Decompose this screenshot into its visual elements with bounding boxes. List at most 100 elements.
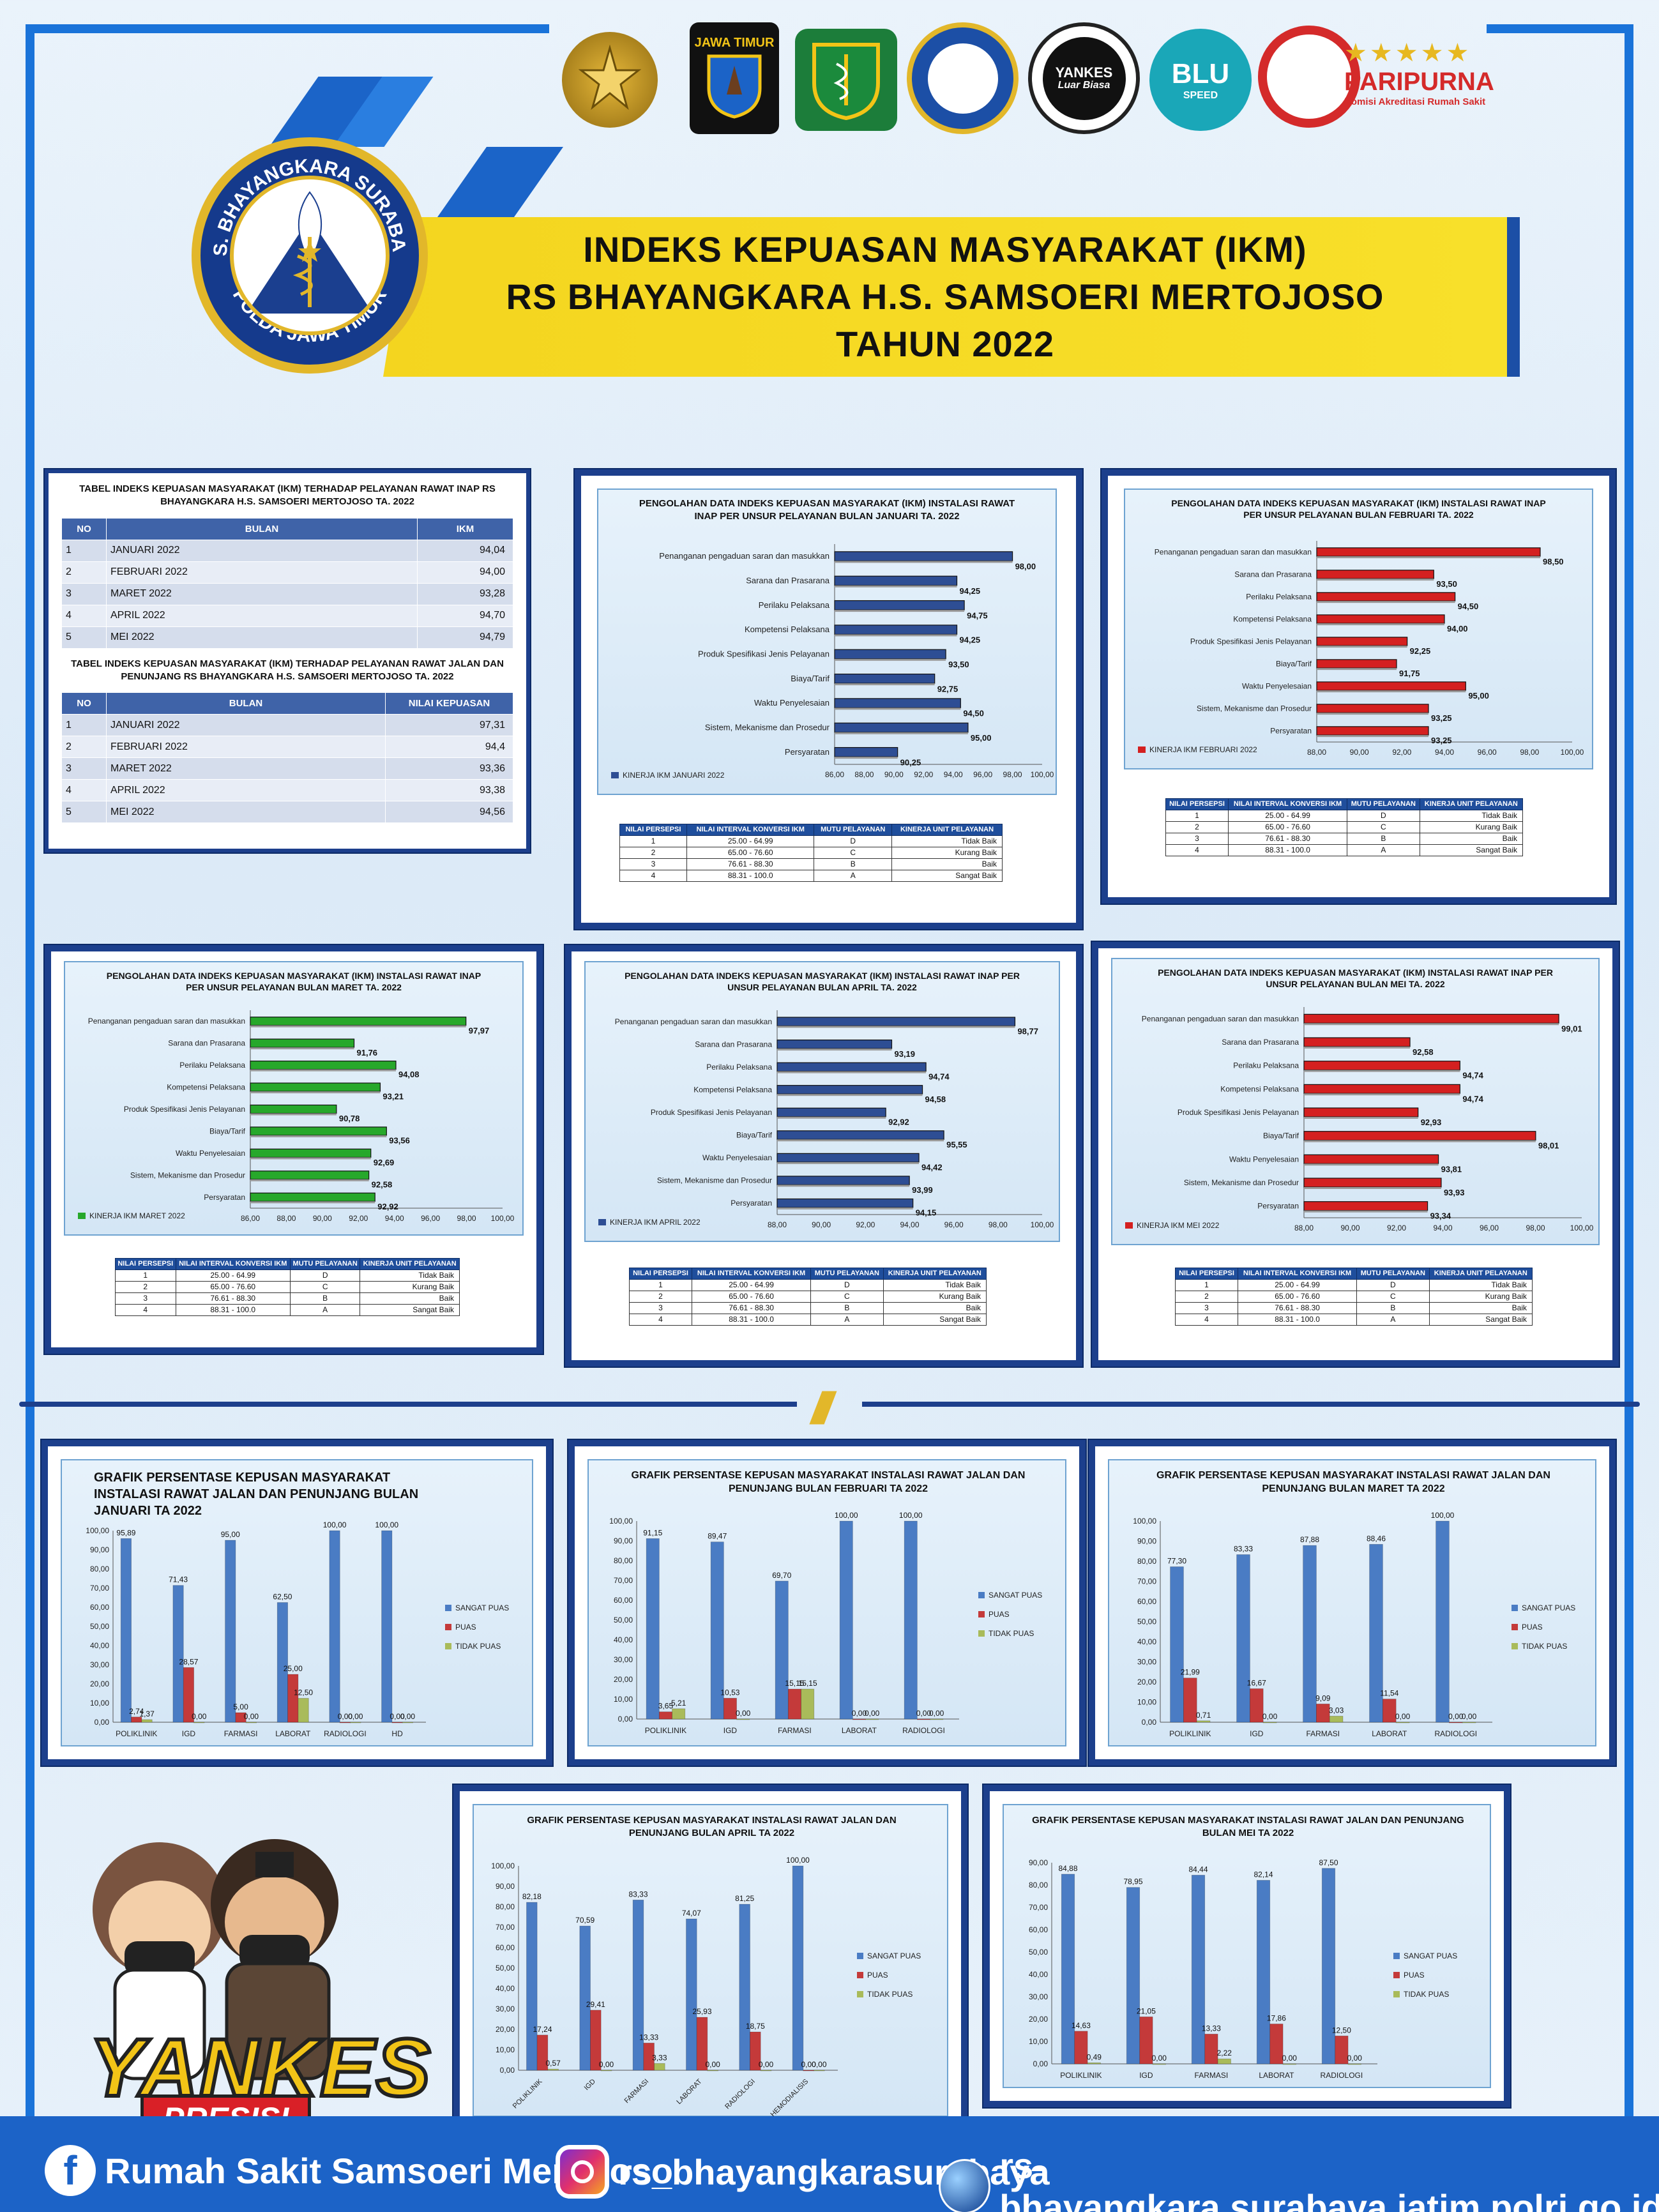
table-row: NILAI PERSEPSI NILAI INTERVAL KONVERSI IK… xyxy=(628,1268,987,1280)
ikm-table-panel: TABEL INDEKS KEPUASAN MASYARAKAT (IKM) T… xyxy=(45,469,530,852)
bar xyxy=(1316,547,1541,557)
bar xyxy=(402,1722,413,1723)
footer-website[interactable]: rs-bhayangkara.surabaya.jatim.polri.go.i… xyxy=(939,2145,1659,2212)
frame-right xyxy=(1625,24,1633,2170)
bar-shadow xyxy=(777,1049,892,1051)
bar-value-label: 95,00 xyxy=(221,1530,240,1539)
bar xyxy=(1303,1061,1460,1071)
chart-area: GRAFIK PERSENTASE KEPUSAN MASYARAKAT INS… xyxy=(61,1459,533,1746)
bar xyxy=(1303,1013,1559,1024)
bar xyxy=(1436,1520,1450,1723)
table-header: BULAN xyxy=(106,692,386,715)
y-tick-label: 20,00 xyxy=(614,1675,633,1684)
bar-value-label: 94,58 xyxy=(925,1095,946,1104)
legend-label: TIDAK PUAS xyxy=(989,1629,1034,1638)
bar-value-label: 93,56 xyxy=(389,1136,410,1146)
x-tick-label: 100,00 xyxy=(1570,1223,1594,1232)
x-tick-label: 100,00 xyxy=(1031,1220,1054,1229)
chart-title: GRAFIK PERSENTASE KEPUSAN MASYARAKAT INS… xyxy=(1032,1815,1464,1838)
bar xyxy=(930,1718,944,1720)
category-label: FARMASI xyxy=(778,1726,812,1735)
table-cell: Tidak Baik xyxy=(1428,1278,1533,1291)
category-label: Sarana dan Prasarana xyxy=(1234,570,1312,579)
legend-label: KINERJA IKM FEBRUARI 2022 xyxy=(1149,745,1257,754)
bar-value-label: 95,55 xyxy=(946,1140,967,1149)
bar-value-label: 100,00 xyxy=(835,1511,858,1520)
chart-area: PENGOLAHAN DATA INDEKS KEPUASAN MASYARAK… xyxy=(64,961,524,1236)
category-label: IGD xyxy=(1139,2071,1153,2080)
table-cell: Baik xyxy=(883,1301,987,1314)
bar xyxy=(225,1540,236,1723)
y-tick-label: 60,00 xyxy=(614,1596,633,1605)
legend-label: SANGAT PUAS xyxy=(455,1603,509,1612)
table-cell: 4 xyxy=(1165,844,1229,856)
table-cell: 76.61 - 88.30 xyxy=(1238,1301,1358,1314)
table-cell: 1 xyxy=(1174,1278,1239,1291)
category-label: RADIOLOGI xyxy=(1321,2071,1363,2080)
table-cell: 94,56 xyxy=(385,801,513,823)
bar xyxy=(235,1712,246,1723)
bar-shadow xyxy=(1317,735,1428,738)
category-label: Sarana dan Prasarana xyxy=(1222,1038,1299,1047)
category-label: Perilaku Pelaksana xyxy=(1233,1061,1299,1070)
y-tick-label: 80,00 xyxy=(90,1564,109,1573)
legend-swatch xyxy=(1393,1953,1400,1959)
table-header: MUTU PELAYANAN xyxy=(289,1258,361,1270)
x-tick-label: 90,00 xyxy=(1340,1223,1360,1232)
bar xyxy=(120,1538,132,1723)
category-label: Sistem, Mekanisme dan Prosedur xyxy=(130,1170,245,1179)
bar-value-label: 10,53 xyxy=(720,1688,739,1697)
chart-title: GRAFIK PERSENTASE KEPUSAN MASYARAKAT INS… xyxy=(94,1471,419,1518)
table-cell: 1 xyxy=(61,539,107,562)
table-row: NILAI PERSEPSI NILAI INTERVAL KONVERSI IK… xyxy=(619,824,1003,836)
category-label: Kompetensi Pelaksana xyxy=(745,625,830,634)
y-tick-label: 70,00 xyxy=(1029,1903,1048,1912)
bar-value-label: 0,00 xyxy=(400,1712,416,1721)
table-row: 4 88.31 - 100.0 A Sangat Baik xyxy=(1165,844,1524,856)
table-cell: Baik xyxy=(1428,1301,1533,1314)
title-line-1: INDEKS KEPUASAN MASYARAKAT (IKM) xyxy=(583,229,1307,269)
table-cell: 25.00 - 64.99 xyxy=(686,835,815,847)
table-cell: 4 xyxy=(628,1313,693,1326)
bar xyxy=(787,1688,801,1720)
bar xyxy=(686,1918,697,2071)
rj-januari-panel: GRAFIK PERSENTASE KEPUSAN MASYARAKAT INS… xyxy=(42,1440,552,1766)
y-tick-label: 50,00 xyxy=(496,1964,515,1973)
ikm-maret-panel: PENGOLAHAN DATA INDEKS KEPUASAN MASYARAK… xyxy=(45,945,543,1354)
table-cell: Sangat Baik xyxy=(883,1313,987,1326)
table-row: 3 76.61 - 88.30 B Baik xyxy=(628,1301,987,1314)
x-tick-label: 88,00 xyxy=(768,1220,787,1229)
table-row: 1 25.00 - 64.99 D Tidak Baik xyxy=(1165,809,1524,822)
y-tick-label: 20,00 xyxy=(1137,1678,1156,1686)
table-cell: FEBRUARI 2022 xyxy=(106,736,386,758)
table-cell: A xyxy=(1356,1313,1430,1326)
category-label: Persyaratan xyxy=(785,747,830,757)
table-header: BULAN xyxy=(106,517,418,540)
legend-swatch xyxy=(611,772,619,778)
bar xyxy=(579,1925,591,2071)
bar-value-label: 14,63 xyxy=(1072,2021,1091,2030)
table-row: 1 25.00 - 64.99 D Tidak Baik xyxy=(115,1269,460,1282)
y-tick-label: 10,00 xyxy=(1029,2037,1048,2046)
bar-value-label: 2,74 xyxy=(129,1707,144,1716)
table-cell: Baik xyxy=(1419,832,1524,845)
bar-value-label: 84,88 xyxy=(1058,1864,1077,1873)
x-tick-label: 90,00 xyxy=(313,1214,332,1223)
polri-star-icon xyxy=(562,32,658,128)
table-cell: C xyxy=(1356,1290,1430,1303)
bar xyxy=(643,2042,655,2071)
legend-swatch xyxy=(978,1611,985,1617)
y-tick-label: 40,00 xyxy=(1029,1970,1048,1979)
bar-shadow xyxy=(1304,1163,1439,1166)
table-cell: Kurang Baik xyxy=(883,1290,987,1303)
category-label: POLIKLINIK xyxy=(1060,2071,1102,2080)
bar-value-label: 0,00 xyxy=(865,1709,880,1718)
legend-swatch xyxy=(1393,1991,1400,1997)
table-row: 5 MEI 2022 94,56 xyxy=(61,801,513,823)
bar-value-label: 93,34 xyxy=(1430,1211,1451,1221)
table-cell: B xyxy=(1347,832,1420,845)
bar-value-label: 94,42 xyxy=(921,1163,943,1172)
table-header: NILAI INTERVAL KONVERSI IKM xyxy=(692,1268,812,1280)
table-header: MUTU PELAYANAN xyxy=(810,1268,884,1280)
bar-value-label: 0,00 xyxy=(1462,1712,1477,1721)
